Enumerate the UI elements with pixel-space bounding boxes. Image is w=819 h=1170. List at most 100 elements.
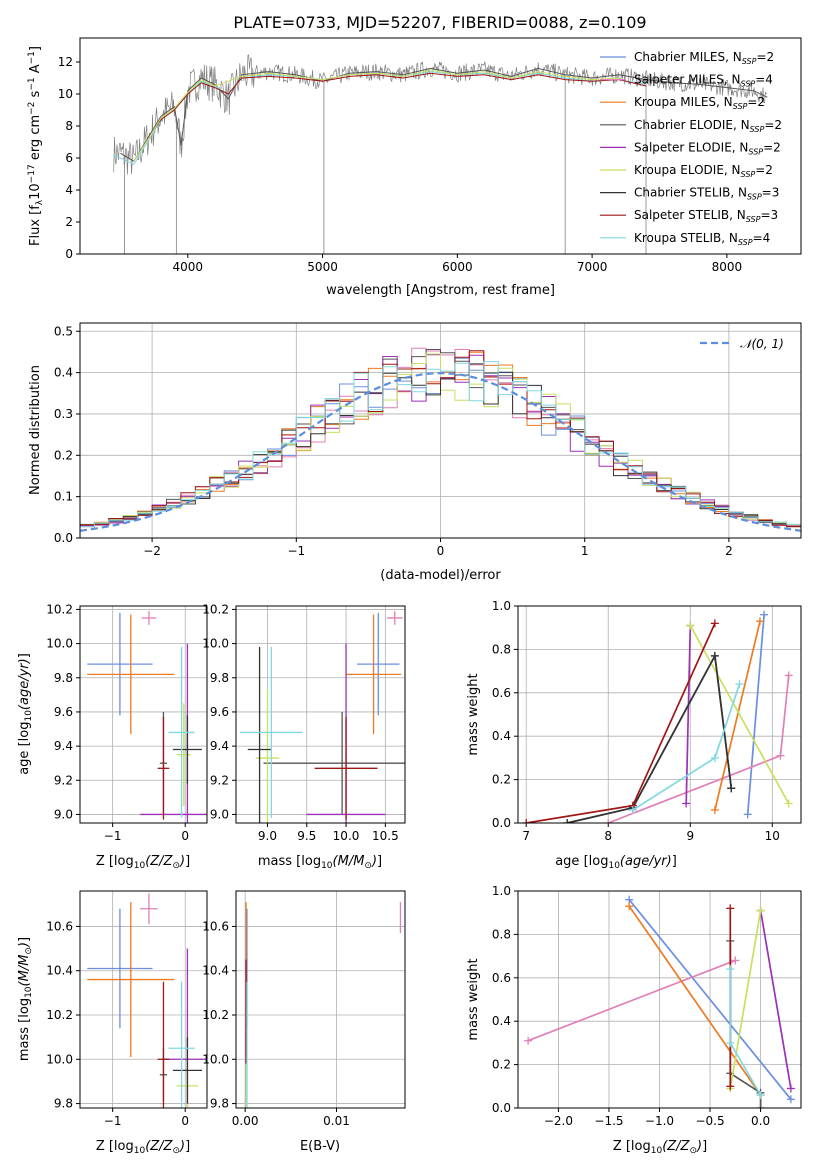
x-tick-label: 0 [181, 1114, 189, 1128]
y-tick-label: 0.8 [492, 927, 511, 941]
y-tick-label: 0.2 [492, 773, 511, 787]
y-tick-label: 10.2 [46, 1008, 73, 1022]
y-tick-label: 2 [65, 215, 73, 229]
x-axis-label: mass [log10(M/M⊙)] [258, 854, 382, 871]
y-tick-label: 10.2 [46, 602, 73, 616]
y-tick-label: 10.6 [46, 919, 73, 933]
x-axis-label: Z [log10(Z/Z⊙)] [613, 1139, 707, 1156]
x-tick-label: 2 [725, 544, 733, 558]
plot-area [522, 610, 793, 823]
y-tick-label: 0.2 [54, 448, 73, 462]
x-tick-label: 7000 [577, 260, 608, 274]
panel-mass_vs_ebv: 0.00 0.01 9.8 10.0 10.2 10.4 10.6 E(B-V) [202, 890, 406, 1154]
y-tick-label: 0.4 [54, 366, 73, 380]
legend-label-kroupa_elodie: Kroupa ELODIE, NSSP=2 [634, 163, 773, 179]
y-tick-label: 10.0 [46, 637, 73, 651]
plot-area [245, 902, 402, 1108]
legend-label-salpeter_stelib: Salpeter STELIB, NSSP=3 [634, 208, 778, 224]
y-tick-label: 0.2 [492, 1058, 511, 1072]
y-tick-label: 9.6 [54, 705, 73, 719]
plot-area [80, 347, 801, 532]
axes-frame [79, 37, 802, 255]
x-axis-label: Z [log10(Z/Z⊙)] [96, 1139, 190, 1156]
plot-area [113, 54, 768, 254]
y-tick-label: 0.4 [492, 729, 511, 743]
x-axis-label: age [log10(age/yr)] [555, 854, 677, 871]
x-tick-label: 0 [181, 829, 189, 843]
weight-line-kroupa_miles [628, 905, 762, 1096]
x-tick-label: 7 [522, 829, 530, 843]
y-tick-label: 9.8 [54, 671, 73, 685]
x-tick-label: −1 [104, 1114, 122, 1128]
y-tick-label: 9.4 [210, 739, 229, 753]
panel-weight_vs_age: 7 8 9 10 0.0 0.2 0.4 0.6 0.8 1.0 mass weight age [l… [466, 599, 802, 871]
x-tick-label: 8000 [712, 260, 743, 274]
legend-label-kroupa_miles: Kroupa MILES, NSSP=2 [634, 95, 765, 111]
legend-label-normal: 𝒩(0, 1) [740, 337, 784, 351]
normal-curve [80, 371, 801, 532]
y-tick-label: 8 [65, 119, 73, 133]
y-axis-label: mass [log10(M/M⊙)] [17, 937, 34, 1061]
x-tick-label: 8 [604, 829, 612, 843]
model-kroupa_elodie [133, 69, 620, 162]
x-tick-label: 4000 [173, 260, 204, 274]
plot-area [87, 893, 207, 1108]
legend-label-chabrier_stelib: Chabrier STELIB, NSSP=3 [634, 186, 779, 202]
y-tick-label: 0.4 [492, 1014, 511, 1028]
weight-line-chabrier_elodie [567, 653, 733, 823]
weight-line-kroupa_elodie [729, 910, 762, 1089]
x-tick-label: 5000 [307, 260, 338, 274]
axes-frame [517, 605, 802, 824]
plot-area [239, 611, 405, 823]
y-axis-label: Normed distribution [28, 365, 43, 495]
legend-label-salpeter_elodie: Salpeter ELODIE, NSSP=2 [634, 140, 781, 156]
y-axis-label: Flux [fλ10−17 erg cm−2 s−1 A−1] [27, 46, 45, 246]
panel-spectrum: 4000 5000 6000 7000 8000 0 2 4 6 8 10 12 Chabrier MI… [27, 37, 802, 298]
y-tick-label: 10 [58, 87, 73, 101]
y-tick-label: 0.3 [54, 407, 73, 421]
plot-area [524, 895, 795, 1108]
y-tick-label: 9.8 [210, 1097, 229, 1111]
y-tick-label: 0.8 [492, 642, 511, 656]
y-tick-label: 12 [58, 55, 73, 69]
y-tick-label: 0.1 [54, 490, 73, 504]
y-tick-label: 10.6 [202, 919, 229, 933]
legend-label-kroupa_stelib: Kroupa STELIB, NSSP=4 [634, 231, 770, 247]
x-axis-label: E(B-V) [300, 1139, 340, 1154]
y-tick-label: 0.0 [492, 1101, 511, 1115]
legend-label-chabrier_elodie: Chabrier ELODIE, NSSP=2 [634, 118, 782, 134]
weight-line-chabrier_miles [628, 899, 792, 1100]
weight-line-kroupa_elodie [689, 625, 790, 804]
panel-age_vs_mass: 9.0 9.5 10.0 10.5 9.0 9.2 9.4 9.6 9.8 10.0 10.2 mas… [202, 602, 406, 871]
y-tick-label: 10.0 [202, 637, 229, 651]
x-axis-label: wavelength [Angstrom, rest frame] [326, 283, 555, 298]
y-tick-label: 4 [65, 183, 73, 197]
y-tick-label: 9.2 [54, 773, 73, 787]
y-tick-label: 0.5 [54, 324, 73, 338]
x-tick-label: 9 [686, 829, 694, 843]
axes-frame [79, 890, 208, 1109]
x-axis-label: Z [log10(Z/Z⊙)] [96, 854, 190, 871]
weight-line-chabrier_miles [746, 614, 765, 815]
axes-frame [517, 890, 802, 1109]
legend-label-chabrier_miles: Chabrier MILES, NSSP=2 [634, 50, 774, 66]
x-tick-label: 0 [437, 544, 445, 558]
observed-spectrum [113, 54, 768, 175]
plot-area [87, 611, 207, 823]
y-tick-label: 0.6 [492, 971, 511, 985]
y-tick-label: 10.2 [202, 602, 229, 616]
weight-line-kroupa_miles [714, 621, 761, 811]
y-tick-label: 10.0 [46, 1052, 73, 1066]
x-tick-label: −1 [287, 544, 305, 558]
weight-line-chabrier_elodie [729, 940, 762, 1108]
y-tick-label: 10.2 [202, 1008, 229, 1022]
x-tick-label: 10.0 [333, 829, 360, 843]
y-tick-label: 0.0 [492, 816, 511, 830]
x-tick-label: 0.0 [751, 1114, 770, 1128]
y-tick-label: 1.0 [492, 599, 511, 613]
legend-label-salpeter_miles: Salpeter MILES, NSSP=4 [634, 73, 773, 89]
y-tick-label: 9.6 [210, 705, 229, 719]
panel-mass_vs_Z: −1 0 9.8 10.0 10.2 10.4 10.6 Z [log10(Z/Z⊙)] mas… [17, 890, 208, 1156]
model-chabrier_elodie [120, 67, 768, 162]
